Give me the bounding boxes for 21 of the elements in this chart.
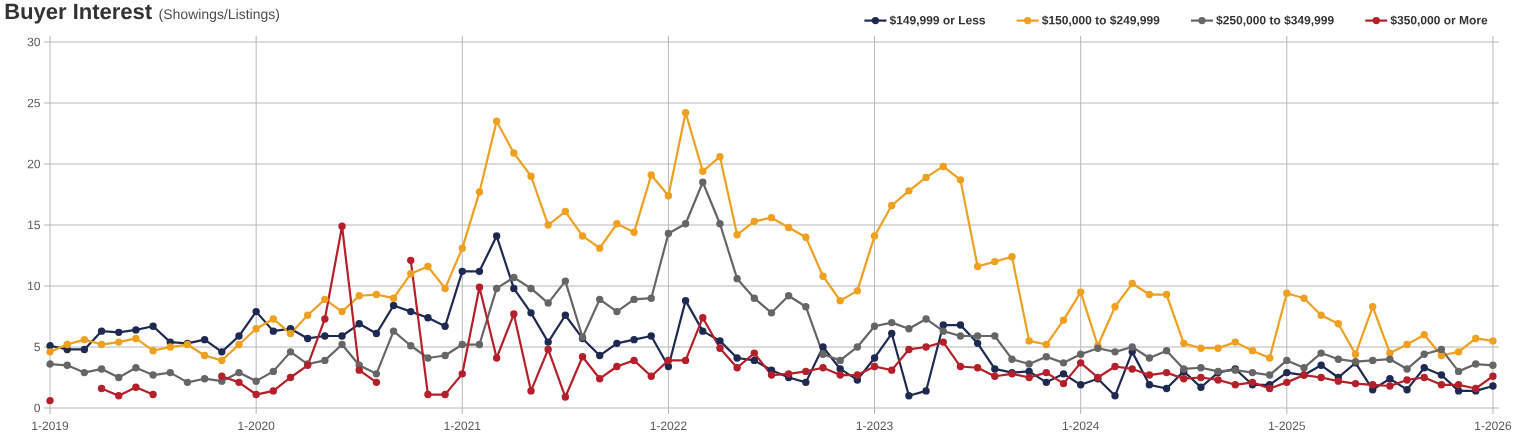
x-tick-label: 1-2025 — [1269, 421, 1305, 431]
x-tick-label: 1-2022 — [650, 421, 687, 431]
x-tick-label: 1-2019 — [32, 421, 69, 431]
y-tick-label: 15 — [28, 220, 40, 230]
legend-label: $350,000 or More — [1390, 15, 1488, 27]
x-tick-label: 1-2024 — [1062, 421, 1099, 431]
chart-subtitle: (Showings/Listings) — [159, 8, 280, 22]
y-tick-label: 10 — [28, 281, 41, 291]
legend-label: $150,000 to $249,999 — [1041, 15, 1160, 27]
y-tick-label: 5 — [34, 342, 40, 352]
chart-title: Buyer Interest — [5, 3, 152, 24]
legend-label: $149,999 or Less — [889, 15, 986, 27]
x-tick-label: 1-2026 — [1475, 421, 1512, 431]
y-tick-label: 30 — [27, 37, 41, 47]
y-tick-label: 20 — [27, 159, 41, 169]
y-tick-label: 0 — [34, 403, 41, 413]
legend-label: $250,000 to $349,999 — [1216, 15, 1334, 27]
y-tick-label: 25 — [27, 98, 40, 108]
x-tick-label: 1-2021 — [444, 421, 481, 431]
x-tick-label: 1-2020 — [238, 421, 275, 431]
x-tick-label: 1-2023 — [856, 421, 893, 431]
